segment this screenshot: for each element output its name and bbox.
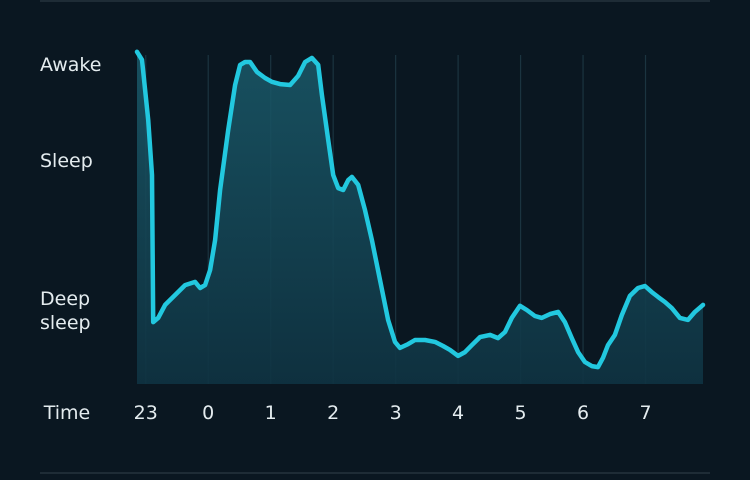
x-tick-label: 2	[327, 402, 340, 424]
x-tick-label: 4	[452, 402, 465, 424]
line	[134, 49, 706, 370]
x-tick-label: 6	[577, 402, 590, 424]
y-tick-label: Deep sleep	[40, 287, 91, 334]
x-tick-label: 7	[639, 402, 652, 424]
x-tick-label: 3	[389, 402, 402, 424]
area	[137, 51, 703, 385]
x-tick-label: 1	[264, 402, 277, 424]
y-tick-label: Sleep	[40, 149, 93, 172]
x-tick-label: 23	[133, 402, 158, 424]
x-tick-label: 0	[202, 402, 215, 424]
x-axis-label: Time	[43, 402, 91, 424]
y-tick-label: Awake	[40, 53, 102, 76]
x-tick-label: 5	[514, 402, 527, 424]
